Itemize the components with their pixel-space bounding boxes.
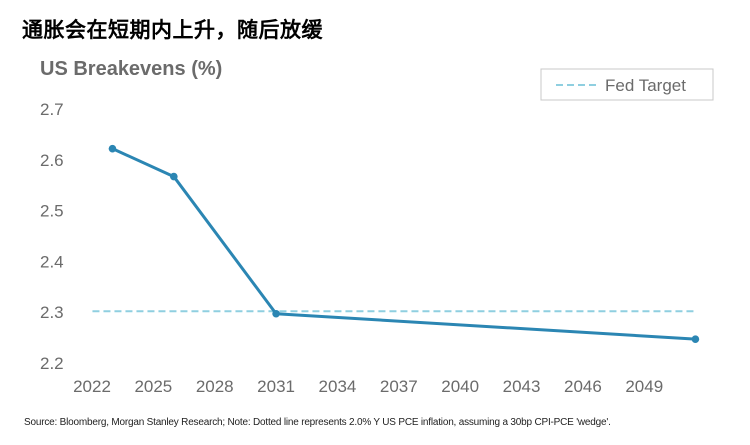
- data-point: [691, 335, 700, 343]
- x-tick-label: 2037: [380, 377, 418, 396]
- x-tick-label: 2034: [319, 377, 357, 396]
- x-tick-label: 2049: [625, 377, 663, 396]
- headline: 通胀会在短期内上升，随后放缓: [22, 18, 323, 42]
- x-tick-label: 2040: [441, 377, 479, 396]
- legend: Fed Target: [540, 68, 714, 101]
- data-point: [272, 309, 280, 318]
- data-points: [108, 144, 700, 343]
- data-point: [170, 172, 178, 181]
- x-axis-ticks: 2022 2025 2028 2031 2034 2037 2040 2043 2046 2049: [73, 377, 663, 396]
- y-axis-ticks: 2.7 2.6 2.5 2.4 2.3 2.2: [40, 100, 64, 373]
- data-point: [108, 144, 117, 153]
- y-tick-label: 2.7: [40, 100, 64, 119]
- legend-label-fed-target: Fed Target: [605, 76, 686, 95]
- y-tick-label: 2.3: [40, 303, 64, 322]
- source-note: Source: Bloomberg, Morgan Stanley Resear…: [24, 417, 611, 428]
- chart-title: US Breakevens (%): [40, 58, 223, 80]
- y-tick-label: 2.4: [40, 252, 64, 271]
- x-tick-label: 2046: [564, 377, 602, 396]
- y-tick-label: 2.6: [40, 151, 64, 170]
- x-tick-label: 2022: [73, 377, 111, 396]
- x-tick-label: 2028: [196, 377, 234, 396]
- y-tick-label: 2.5: [40, 202, 64, 221]
- y-tick-label: 2.2: [40, 354, 64, 373]
- breakevens-series-line: [111, 147, 696, 341]
- x-tick-label: 2043: [503, 377, 541, 396]
- x-tick-label: 2031: [257, 377, 295, 396]
- x-tick-label: 2025: [134, 377, 172, 396]
